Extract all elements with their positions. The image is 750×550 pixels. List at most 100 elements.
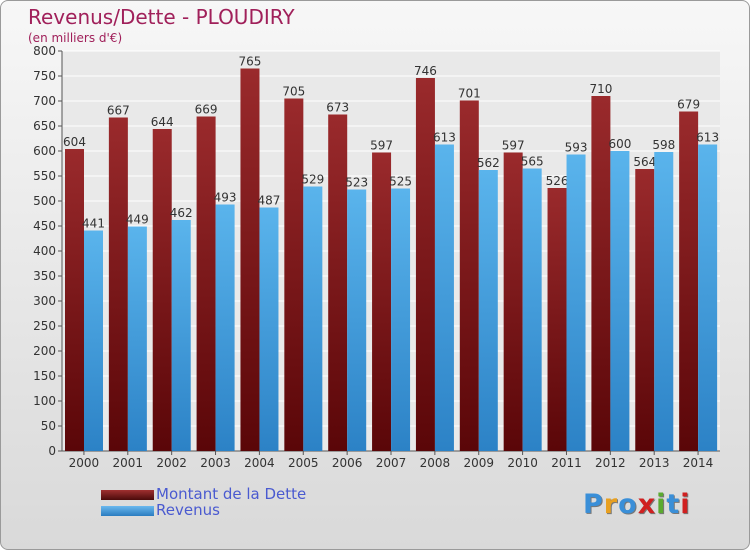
data-label-debt: 597 bbox=[502, 139, 525, 153]
data-label-revenue: 598 bbox=[652, 138, 675, 152]
bar-revenue bbox=[610, 151, 630, 451]
bar-debt bbox=[65, 149, 84, 451]
data-label-debt: 597 bbox=[370, 139, 393, 153]
data-label-debt: 564 bbox=[633, 155, 656, 169]
y-tick-label: 650 bbox=[33, 119, 56, 133]
y-tick-label: 750 bbox=[33, 69, 56, 83]
bar-revenue bbox=[215, 204, 235, 451]
bar-revenue bbox=[698, 144, 718, 451]
data-label-revenue: 562 bbox=[477, 156, 500, 170]
y-tick-label: 700 bbox=[33, 94, 56, 108]
bar-debt bbox=[503, 152, 523, 451]
legend-label-revenue: Revenus bbox=[156, 501, 220, 519]
data-label-revenue: 613 bbox=[696, 131, 719, 145]
bar-debt bbox=[591, 96, 611, 451]
bar-debt bbox=[635, 169, 655, 451]
bar-revenue bbox=[303, 186, 323, 451]
data-label-debt: 765 bbox=[239, 55, 262, 69]
bar-debt bbox=[459, 100, 479, 451]
bar-revenue bbox=[391, 188, 411, 451]
bar-revenue bbox=[259, 207, 279, 451]
legend-swatch-debt bbox=[101, 490, 154, 500]
data-label-revenue: 462 bbox=[170, 206, 193, 220]
bar-revenue bbox=[478, 170, 498, 451]
y-tick-label: 400 bbox=[33, 244, 56, 258]
bar-debt bbox=[108, 117, 128, 451]
data-label-debt: 673 bbox=[326, 101, 349, 115]
y-tick-label: 300 bbox=[33, 294, 56, 308]
proxiti-logo: Proxiti bbox=[583, 489, 691, 520]
bar-debt bbox=[284, 98, 304, 451]
y-tick-label: 450 bbox=[33, 219, 56, 233]
chart-title: Revenus/Dette - PLOUDIRY bbox=[28, 5, 295, 29]
x-tick-label: 2005 bbox=[288, 456, 319, 470]
y-tick-label: 150 bbox=[33, 369, 56, 383]
data-label-revenue: 441 bbox=[82, 217, 105, 231]
y-tick-label: 200 bbox=[33, 344, 56, 358]
logo-letter: t bbox=[666, 489, 681, 520]
bar-debt bbox=[372, 152, 392, 451]
bar-debt bbox=[240, 68, 260, 451]
data-label-revenue: 525 bbox=[389, 175, 412, 189]
data-label-revenue: 487 bbox=[258, 194, 281, 208]
data-label-revenue: 613 bbox=[433, 131, 456, 145]
x-tick-label: 2011 bbox=[551, 456, 582, 470]
logo-letter: P bbox=[583, 489, 604, 520]
bar-revenue bbox=[654, 152, 674, 451]
data-label-revenue: 449 bbox=[126, 213, 149, 227]
y-tick-label: 350 bbox=[33, 269, 56, 283]
legend-label-debt: Montant de la Dette bbox=[156, 485, 307, 503]
chart-subtitle: (en milliers d'€) bbox=[28, 31, 123, 45]
bar-debt bbox=[152, 129, 172, 451]
data-label-debt: 746 bbox=[414, 64, 437, 78]
y-tick-label: 600 bbox=[33, 144, 56, 158]
data-label-debt: 705 bbox=[282, 85, 305, 99]
data-label-revenue: 593 bbox=[565, 141, 588, 155]
data-label-revenue: 529 bbox=[301, 173, 324, 187]
data-label-debt: 679 bbox=[677, 98, 700, 112]
bar-debt bbox=[679, 111, 699, 451]
y-tick-label: 0 bbox=[48, 444, 56, 458]
x-tick-label: 2014 bbox=[683, 456, 714, 470]
bar-revenue bbox=[171, 220, 191, 451]
x-tick-label: 2004 bbox=[244, 456, 275, 470]
x-tick-label: 2013 bbox=[639, 456, 670, 470]
y-tick-label: 500 bbox=[33, 194, 56, 208]
x-tick-label: 2000 bbox=[69, 456, 100, 470]
x-tick-label: 2008 bbox=[420, 456, 451, 470]
bar-revenue bbox=[84, 230, 103, 451]
data-label-debt: 669 bbox=[195, 103, 218, 117]
data-label-revenue: 493 bbox=[214, 191, 237, 205]
legend-swatch-revenue bbox=[101, 506, 154, 516]
bar-revenue bbox=[434, 144, 454, 451]
x-tick-label: 2012 bbox=[595, 456, 626, 470]
bar-debt bbox=[547, 188, 567, 451]
y-tick-label: 800 bbox=[33, 44, 56, 58]
data-label-debt: 526 bbox=[546, 174, 569, 188]
logo-letter: i bbox=[680, 489, 691, 520]
data-label-revenue: 600 bbox=[608, 137, 631, 151]
x-tick-label: 2007 bbox=[376, 456, 407, 470]
bar-debt bbox=[415, 78, 435, 451]
x-tick-label: 2006 bbox=[332, 456, 363, 470]
y-tick-label: 100 bbox=[33, 394, 56, 408]
x-tick-label: 2002 bbox=[156, 456, 187, 470]
logo-letter: x bbox=[637, 489, 657, 520]
x-tick-label: 2003 bbox=[200, 456, 231, 470]
logo-letter: o bbox=[618, 489, 638, 520]
x-tick-label: 2010 bbox=[507, 456, 538, 470]
bar-revenue bbox=[347, 189, 367, 451]
bar-debt bbox=[196, 116, 216, 451]
bar-revenue bbox=[127, 226, 147, 451]
data-label-debt: 644 bbox=[151, 115, 174, 129]
y-tick-label: 550 bbox=[33, 169, 56, 183]
x-tick-label: 2001 bbox=[113, 456, 144, 470]
logo-letter: i bbox=[656, 489, 667, 520]
bar-revenue bbox=[522, 168, 542, 451]
logo-letter: r bbox=[603, 489, 619, 520]
y-tick-label: 50 bbox=[41, 419, 56, 433]
bar-debt bbox=[328, 114, 348, 451]
data-label-debt: 701 bbox=[458, 87, 481, 101]
